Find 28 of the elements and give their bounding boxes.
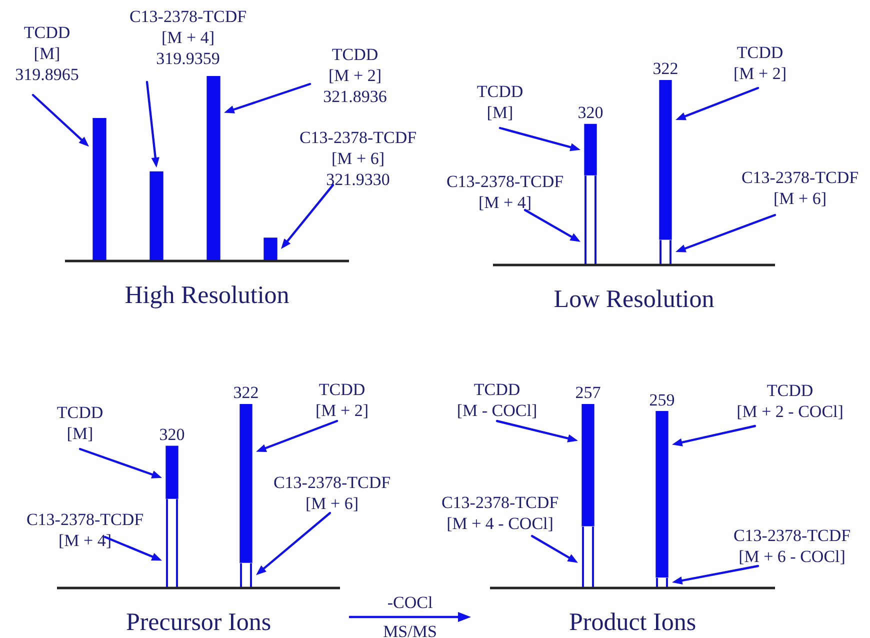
- text: C13-2378-TCDF [M + 6]: [741, 168, 859, 208]
- text: TCDD [M - COCl]: [456, 380, 538, 420]
- text: TCDD [M + 2]: [733, 43, 787, 83]
- text: TCDD [M]: [56, 403, 104, 443]
- x-tick-label: 320: [578, 103, 604, 122]
- text: C13-2378-TCDF [M + 4] 319.9359: [129, 7, 247, 68]
- x-tick-label: 259: [649, 390, 675, 410]
- annotation: TCDD [M + 2] 321.8936: [323, 45, 387, 106]
- text: TCDD [M]: [476, 82, 524, 122]
- x-tick-label: 320: [159, 425, 185, 444]
- annotation: TCDD [M] 319.8965: [15, 23, 79, 84]
- annotation: C13-2378-TCDF [M + 4]: [446, 172, 564, 212]
- text: Precursor Ions: [126, 609, 272, 636]
- text: C13-2378-TCDF [M + 6 - COCl]: [733, 526, 851, 566]
- annotation: C13-2378-TCDF [M + 6]: [273, 473, 391, 513]
- x-tick-label: 322: [233, 383, 259, 402]
- annotation: C13-2378-TCDF [M + 4]: [26, 510, 144, 550]
- text: Low Resolution: [554, 286, 715, 313]
- text: High Resolution: [124, 282, 290, 309]
- x-tick-label: 322: [652, 59, 678, 78]
- annotation: C13-2378-TCDF [M + 6] 321.9330: [299, 128, 417, 189]
- text: Product Ions: [568, 609, 696, 636]
- text: MS/MS: [382, 622, 438, 638]
- x-tick-label: 257: [575, 383, 602, 402]
- text: -COCl: [386, 593, 434, 612]
- text: TCDD [M + 2]: [315, 380, 369, 420]
- text: TCDD [M + 2 - COCl]: [736, 381, 844, 421]
- annotation: C13-2378-TCDF [M + 4 - COCl]: [441, 493, 559, 533]
